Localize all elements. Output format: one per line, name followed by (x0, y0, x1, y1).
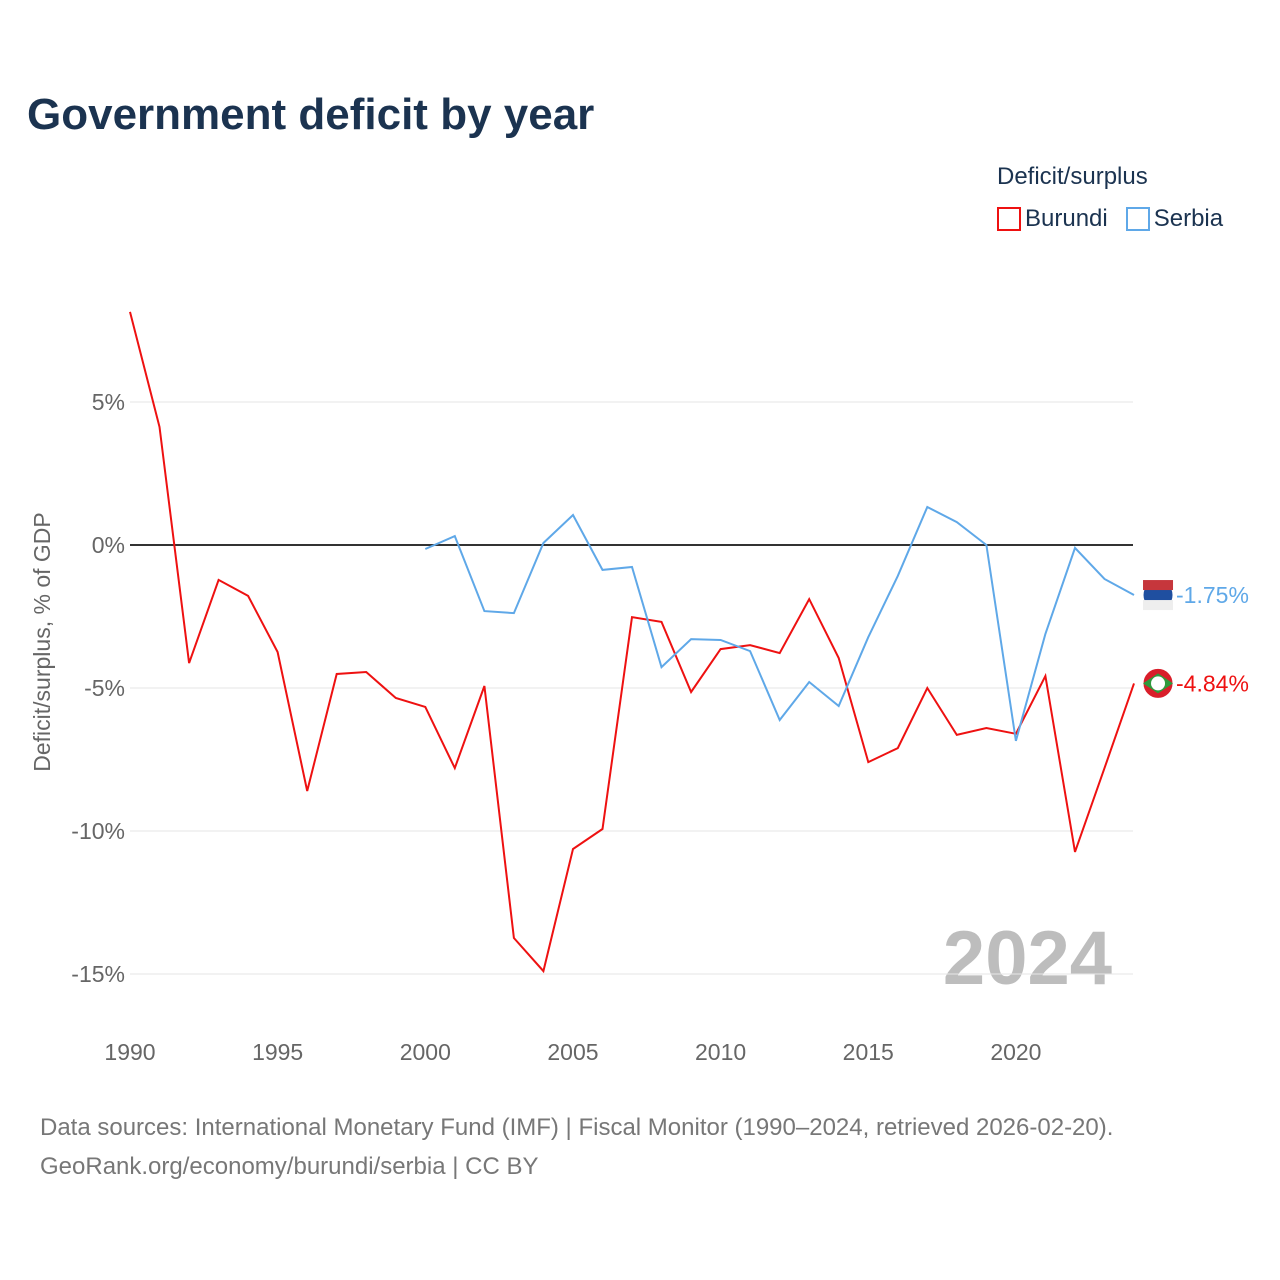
x-tick-label: 2020 (990, 1039, 1041, 1065)
legend-label-serbia: Serbia (1153, 205, 1224, 232)
x-tick-label: 2005 (547, 1039, 598, 1065)
y-tick-label: 0% (92, 532, 125, 558)
legend-item-burundi[interactable]: Burundi (997, 205, 1108, 233)
y-tick-label: 5% (92, 389, 125, 415)
x-tick-label: 1995 (252, 1039, 303, 1065)
flag-detail (1143, 600, 1174, 611)
footer-sources: Data sources: International Monetary Fun… (40, 1114, 1114, 1141)
series-line-burundi (129, 311, 1135, 974)
legend-label-burundi: Burundi (1025, 205, 1108, 232)
footer-link[interactable]: GeoRank.org/economy/burundi/serbia | CC … (40, 1153, 539, 1180)
y-tick-label: -15% (71, 961, 125, 987)
legend-title: Deficit/surplus (997, 163, 1148, 190)
legend-item-serbia[interactable]: Serbia (1125, 205, 1224, 233)
x-tick-label: 2000 (400, 1039, 451, 1065)
flag-detail (1143, 580, 1174, 591)
chart-title: Government deficit by year (27, 90, 595, 139)
year-watermark: 2024 (943, 916, 1112, 1001)
legend-swatch-serbia (1125, 207, 1150, 231)
footer: Data sources: International Monetary Fun… (40, 1108, 1113, 1186)
end-value-label-serbia: -1.75% (1176, 582, 1249, 608)
y-tick-label: -10% (71, 818, 125, 844)
x-tick-label: 2010 (695, 1039, 746, 1065)
flag-detail (1151, 676, 1166, 691)
y-tick-label: -5% (84, 675, 125, 701)
x-tick-label: 1990 (104, 1039, 155, 1065)
end-value-label-burundi: -4.84% (1176, 670, 1249, 696)
x-tick-label: 2015 (843, 1039, 894, 1065)
legend: Burundi Serbia (997, 205, 1223, 233)
y-axis-label: Deficit/surplus, % of GDP (29, 512, 55, 771)
series-line-serbia (424, 505, 1135, 742)
legend-swatch-burundi (997, 207, 1021, 231)
